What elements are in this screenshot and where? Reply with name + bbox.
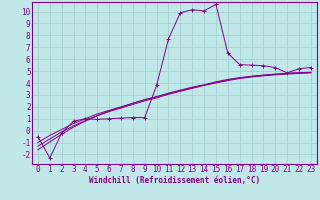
X-axis label: Windchill (Refroidissement éolien,°C): Windchill (Refroidissement éolien,°C): [89, 176, 260, 185]
